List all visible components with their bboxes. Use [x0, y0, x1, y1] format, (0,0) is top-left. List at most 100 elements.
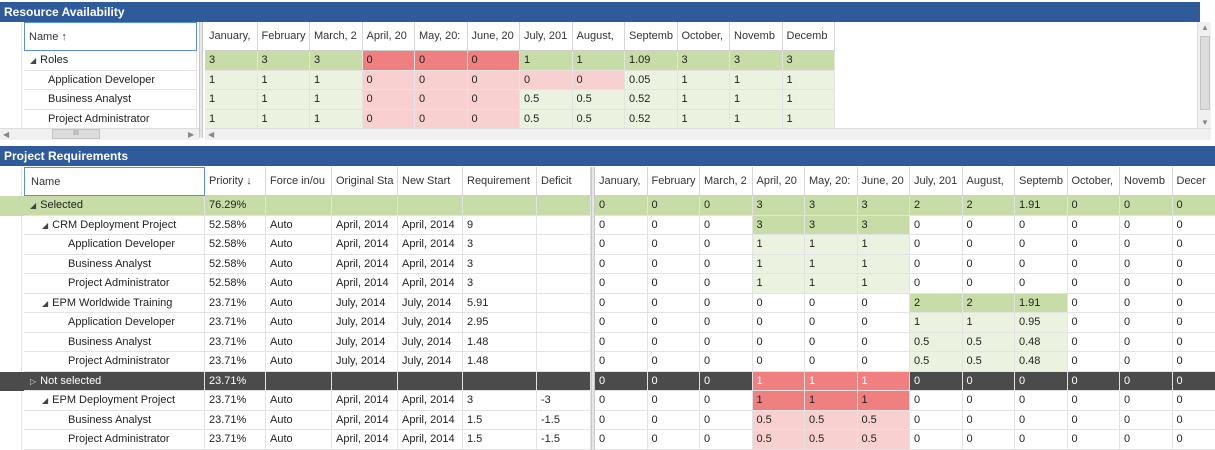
month-column-header[interactable]: June, 20 — [467, 22, 520, 51]
project-row[interactable]: Project Administrator 52.58% Auto April, 20… — [0, 274, 591, 294]
project-row[interactable]: Application Developer 23.71% Auto July, 201… — [0, 313, 591, 333]
column-header[interactable]: Name — [24, 167, 205, 196]
column-header[interactable]: Deficit — [537, 167, 591, 196]
month-column-header[interactable]: Decemb — [782, 22, 835, 51]
month-column-header[interactable]: February — [647, 167, 700, 196]
requirement-value-cell: 0 — [595, 274, 648, 294]
project-name-cell[interactable]: ▷ Not selected — [24, 371, 205, 391]
scroll-right-icon[interactable]: ▶ — [188, 130, 195, 139]
month-column-header[interactable]: Novemb — [730, 22, 783, 51]
month-column-header[interactable]: April, 20 — [362, 22, 415, 51]
requirement-value-cell: 0 — [1172, 235, 1215, 255]
project-name-cell[interactable]: Project Administrator — [24, 274, 205, 294]
month-column-header[interactable]: March, 2 — [700, 167, 753, 196]
project-name-cell[interactable]: Project Administrator — [24, 430, 205, 450]
expand-collapse-icon[interactable]: ◢ — [30, 56, 37, 65]
column-header[interactable]: Force in/ou — [266, 167, 332, 196]
availability-value-cell: 0 — [362, 51, 415, 71]
month-column-header[interactable]: Novemb — [1120, 167, 1173, 196]
resource-name-cell[interactable]: Business Analyst — [24, 90, 197, 110]
project-name-cell[interactable]: ◢ Selected — [24, 196, 205, 216]
project-name-cell[interactable]: Application Developer — [24, 235, 205, 255]
project-name-cell[interactable]: Business Analyst — [24, 410, 205, 430]
project-row[interactable]: Business Analyst 23.71% Auto July, 2014 July… — [0, 332, 591, 352]
month-column-header[interactable]: January, — [205, 22, 258, 51]
project-requirements-splitter[interactable] — [591, 167, 595, 450]
availability-value-cell: 1 — [730, 70, 783, 90]
name-column-header[interactable]: Name ↑ — [24, 22, 197, 51]
month-column-header[interactable]: August, — [572, 22, 625, 51]
requirement-value-cell: 0 — [700, 254, 753, 274]
month-column-header[interactable]: May, 20: — [415, 22, 468, 51]
month-column-header[interactable]: July, 201 — [520, 22, 573, 51]
month-column-header[interactable]: August, — [962, 167, 1015, 196]
project-orig-cell: July, 2014 — [332, 332, 398, 352]
availability-value-cell: 1 — [257, 70, 310, 90]
requirement-value-cell: 1 — [752, 235, 805, 255]
project-row[interactable]: Application Developer 52.58% Auto April, 20… — [0, 235, 591, 255]
project-req-cell: 3 — [463, 254, 537, 274]
project-name-label: Business Analyst — [68, 257, 152, 270]
project-name-cell[interactable]: ◢ CRM Deployment Project — [24, 215, 205, 235]
month-column-header[interactable]: June, 20 — [857, 167, 910, 196]
column-header[interactable]: Original Sta — [332, 167, 398, 196]
project-row[interactable]: Project Administrator 23.71% Auto July, 201… — [0, 352, 591, 372]
not-selected-group-row[interactable]: ▷ Not selected 23.71% — [0, 371, 591, 391]
scroll-left-icon[interactable]: ◀ — [3, 130, 10, 139]
resource-timeline-horizontal-scrollbar[interactable]: ◀ — [205, 128, 1211, 140]
month-column-header[interactable]: April, 20 — [752, 167, 805, 196]
project-priority-cell: 23.71% — [205, 410, 266, 430]
month-column-header[interactable]: Septemb — [1015, 167, 1068, 196]
month-column-header[interactable]: Septemb — [625, 22, 678, 51]
resource-name-cell[interactable]: Project Administrator — [24, 109, 197, 128]
project-name-cell[interactable]: Business Analyst — [24, 254, 205, 274]
project-row[interactable]: ◢ EPM Deployment Project 23.71% Auto April, … — [0, 391, 591, 411]
project-name-cell[interactable]: Application Developer — [24, 313, 205, 333]
expand-collapse-icon[interactable]: ◢ — [42, 298, 49, 308]
resource-availability-vertical-scrollbar[interactable]: ▲ ▼ — [1197, 22, 1211, 128]
scrollbar-thumb[interactable]: III — [52, 129, 100, 139]
selected-group-row[interactable]: ◢ Selected 76.29% — [0, 196, 591, 216]
expand-collapse-icon[interactable]: ▷ — [30, 376, 37, 386]
month-column-header[interactable]: Decer — [1172, 167, 1215, 196]
resource-name-cell[interactable]: ◢ Roles — [24, 51, 197, 71]
month-column-header[interactable]: July, 201 — [910, 167, 963, 196]
resource-name-cell[interactable]: Application Developer — [24, 70, 197, 90]
availability-value-cell: 0.05 — [625, 70, 678, 90]
month-column-header[interactable]: October, — [1067, 167, 1120, 196]
month-column-header[interactable]: October, — [677, 22, 730, 51]
project-orig-cell: April, 2014 — [332, 235, 398, 255]
scroll-up-icon[interactable]: ▲ — [1201, 23, 1209, 32]
project-row[interactable]: Business Analyst 52.58% Auto April, 2014 Apr… — [0, 254, 591, 274]
requirement-value-cell: 0 — [1120, 430, 1173, 450]
project-row[interactable]: ◢ EPM Worldwide Training 23.71% Auto July, 2… — [0, 293, 591, 313]
column-header[interactable]: Requirement — [463, 167, 537, 196]
project-row[interactable]: Business Analyst 23.71% Auto April, 2014 Apr… — [0, 410, 591, 430]
scroll-down-icon[interactable]: ▼ — [1201, 118, 1209, 127]
project-row[interactable]: Project Administrator 23.71% Auto April, 20… — [0, 430, 591, 450]
resource-name-horizontal-scrollbar[interactable]: ◀ III ▶ — [0, 128, 199, 140]
column-header[interactable]: New Start — [398, 167, 463, 196]
project-name-cell[interactable]: ◢ EPM Worldwide Training — [24, 293, 205, 313]
resource-availability-name-pane: Name ↑ ◢ Roles Application Developer Busines… — [0, 22, 199, 128]
month-column-header[interactable]: March, 2 — [310, 22, 363, 51]
expand-collapse-icon[interactable]: ◢ — [42, 396, 49, 405]
requirement-value-cell: 1 — [857, 274, 910, 294]
resource-availability-splitter[interactable] — [199, 22, 203, 138]
scrollbar-thumb[interactable] — [1200, 36, 1210, 110]
month-column-header[interactable]: January, — [595, 167, 648, 196]
column-header[interactable]: Priority ↓ — [205, 167, 266, 196]
month-column-header[interactable]: February — [257, 22, 310, 51]
requirement-timeline-row: 0 0 0 0.5 0.5 0.5 0 0 0 0 0 0 — [595, 410, 1215, 430]
availability-value-cell: 3 — [677, 51, 730, 71]
expand-collapse-icon[interactable]: ◢ — [42, 220, 49, 230]
requirement-value-cell: 0 — [1015, 215, 1068, 235]
project-name-cell[interactable]: Project Administrator — [24, 352, 205, 372]
project-name-cell[interactable]: Business Analyst — [24, 332, 205, 352]
expand-collapse-icon[interactable]: ◢ — [30, 201, 37, 210]
month-column-header[interactable]: May, 20: — [805, 167, 858, 196]
project-name-cell[interactable]: ◢ EPM Deployment Project — [24, 391, 205, 411]
scroll-left-icon[interactable]: ◀ — [208, 130, 215, 139]
project-row[interactable]: ◢ CRM Deployment Project 52.58% Auto April, … — [0, 215, 591, 235]
requirement-value-cell: 3 — [805, 215, 858, 235]
